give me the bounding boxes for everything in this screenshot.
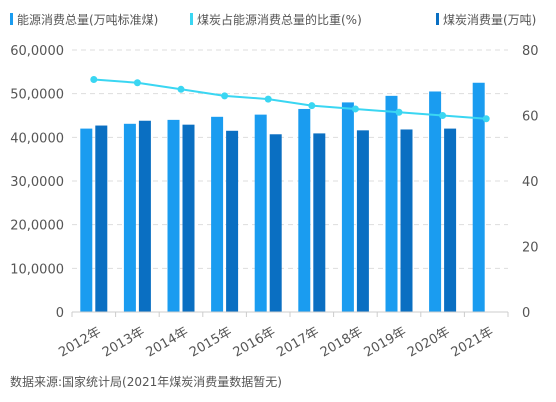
bar-coal-consumption [182,124,195,312]
ratio-line-point [351,105,359,113]
x-tick-label: 2019年 [362,324,409,360]
bars [80,82,485,313]
bar-coal-consumption [400,129,413,312]
bar-total-energy [429,91,442,312]
bar-coal-consumption [356,130,369,312]
legend: 能源消费总量(万吨标准煤) 煤炭占能源消费总量的比重(%) 煤炭消费量(万吨) [10,12,536,27]
bar-total-energy [472,82,485,312]
ratio-line-point [133,79,141,87]
bar-total-energy [385,95,398,312]
right-tick-label: 80 [522,44,539,59]
bar-total-energy [80,128,93,312]
right-tick-label: 40 [522,175,539,190]
left-tick-label: 0 [56,306,64,321]
legend-label-coal-consumption: 煤炭消费量(万吨) [443,13,536,27]
legend-swatch-coal-ratio [190,13,193,25]
left-tick-label: 50,0000 [10,88,64,103]
left-tick-label: 10,0000 [10,262,64,277]
x-tick-label: 2018年 [318,324,365,360]
right-tick-label: 60 [522,110,539,125]
left-axis: 0 10,0000 20,0000 30,0000 40,0000 50,0000 60,0… [10,44,64,321]
grid-lines [72,49,508,313]
bar-total-energy [254,114,267,312]
bar-coal-consumption [269,134,282,312]
x-tick-label: 2020年 [405,324,452,360]
x-tick-label: 2017年 [274,324,321,360]
x-tick-label: 2016年 [231,324,278,360]
x-tick-label: 2021年 [449,324,496,360]
ratio-line-path [93,78,487,120]
ratio-line-point [439,112,447,119]
ratio-line-point [221,92,229,100]
bar-total-energy [341,102,354,313]
x-axis: 2012年2013年2014年2015年2016年2017年2018年2019年… [56,311,509,361]
bar-coal-consumption [444,128,457,312]
bar-coal-consumption [313,133,326,312]
legend-label-total-energy: 能源消费总量(万吨标准煤) [17,13,158,27]
legend-label-coal-ratio: 煤炭占能源消费总量的比重(%) [197,12,362,27]
left-tick-label: 40,0000 [10,131,64,146]
bar-total-energy [211,116,224,312]
ratio-line-point [177,85,185,93]
bar-total-energy [167,119,180,312]
left-tick-label: 30,0000 [10,175,64,190]
ratio-line-point [395,108,403,116]
x-tick-label: 2013年 [100,324,147,360]
ratio-line [90,75,490,123]
ratio-line-point [90,75,98,83]
source-note: 数据来源:国家统计局(2021年煤炭消费量数据暂无) [10,375,282,389]
legend-swatch-coal-consumption [436,13,439,25]
bar-coal-consumption [95,125,108,312]
bar-total-energy [298,108,311,312]
right-tick-label: 20 [522,241,539,256]
bar-total-energy [123,123,136,313]
x-tick-label: 2014年 [144,324,191,360]
right-axis: 0 20 40 60 80 [522,44,539,321]
right-tick-label: 0 [522,306,530,321]
ratio-line-point [264,95,272,103]
bar-coal-consumption [138,120,151,313]
x-tick-label: 2012年 [56,324,103,360]
left-tick-label: 60,0000 [10,44,64,59]
bar-coal-consumption [226,130,239,312]
left-tick-label: 20,0000 [10,219,64,234]
x-tick-label: 2015年 [187,324,234,360]
legend-swatch-total-energy [10,13,13,25]
ratio-line-point [482,115,490,123]
ratio-line-point [308,102,316,110]
